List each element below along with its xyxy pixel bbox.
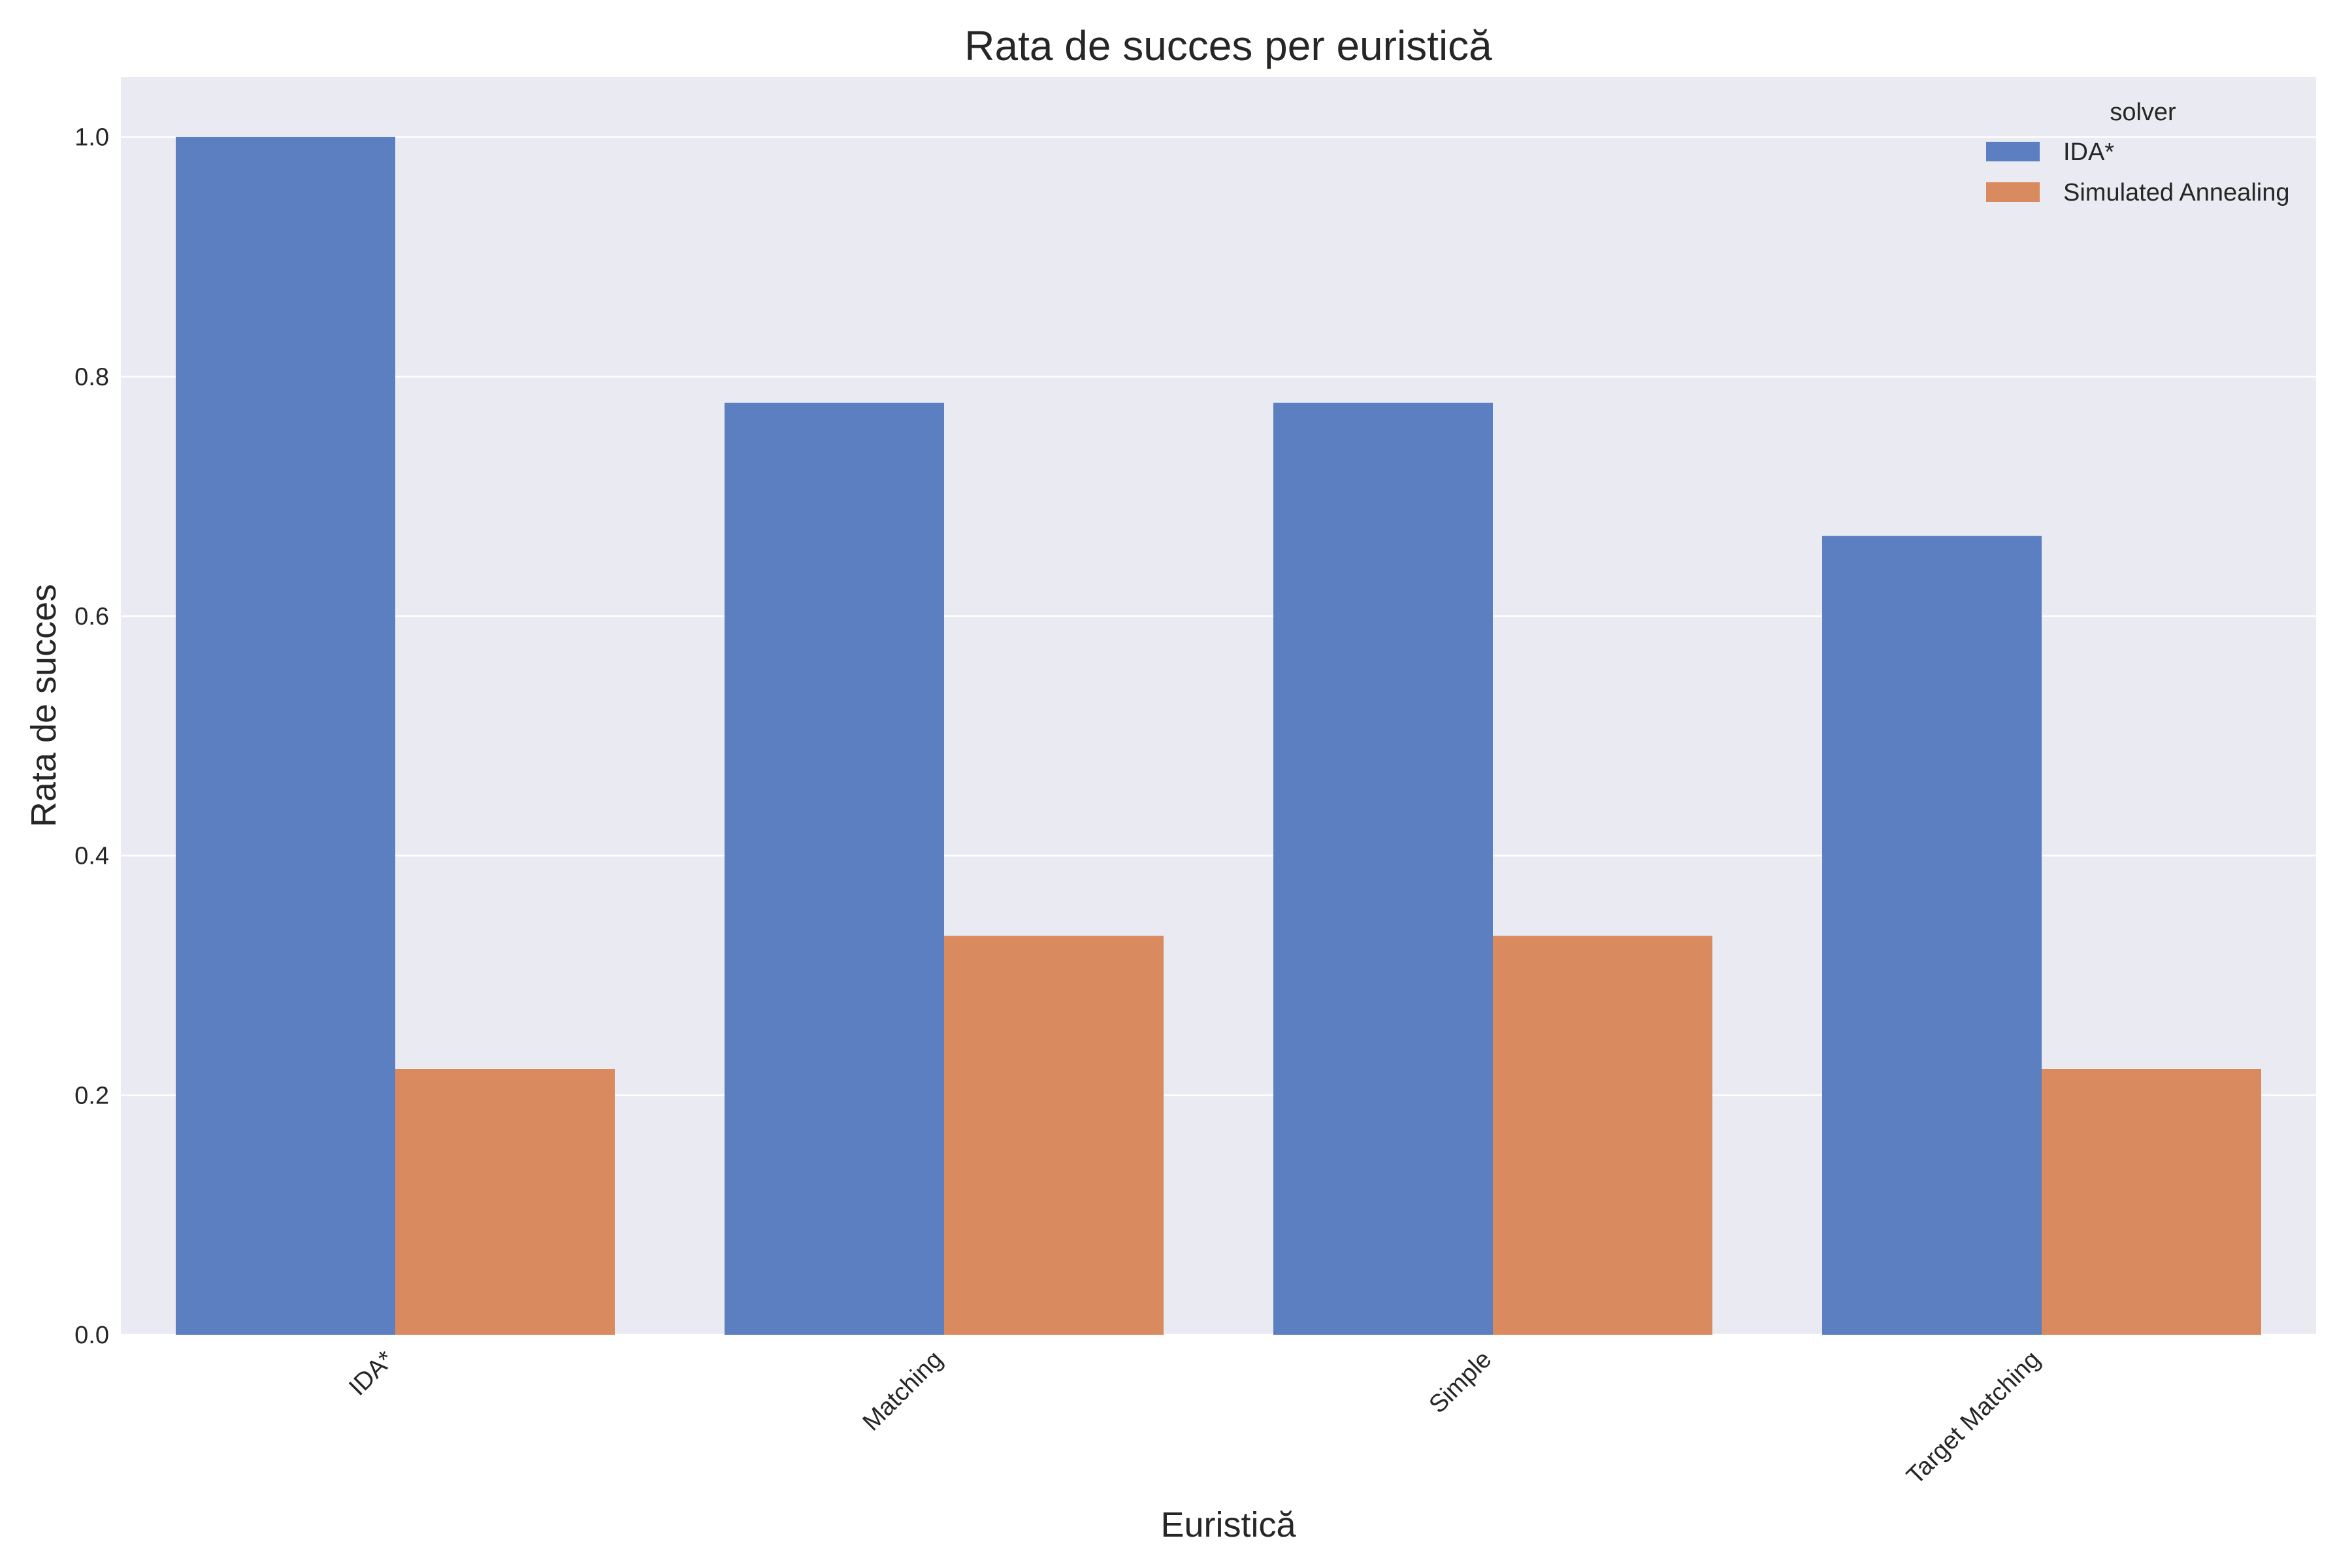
bar	[944, 936, 1164, 1335]
bar	[176, 137, 395, 1335]
legend-label: Simulated Annealing	[2063, 179, 2289, 206]
legend-label: IDA*	[2063, 139, 2114, 166]
bar	[725, 402, 944, 1335]
y-tick-label: 0.8	[74, 363, 109, 391]
bar	[1822, 536, 2042, 1335]
y-tick-label: 0.4	[74, 843, 109, 870]
y-tick-label: 0.2	[74, 1082, 109, 1109]
bar	[1273, 402, 1493, 1335]
y-tick-label: 0.0	[74, 1322, 109, 1349]
legend-swatch	[1986, 182, 2040, 202]
bars	[176, 137, 2261, 1335]
y-tick-label: 0.6	[74, 603, 109, 630]
y-tick-labels: 0.0 0.2 0.4 0.6 0.8 1.0	[74, 124, 109, 1349]
chart-title: Rata de succes per euristică	[964, 22, 1492, 69]
bar	[1493, 936, 1712, 1335]
y-axis-label: Rata de succes	[24, 584, 63, 827]
y-tick-label: 1.0	[74, 124, 109, 152]
legend-swatch	[1986, 142, 2040, 161]
legend-title: solver	[2110, 99, 2176, 126]
bar	[395, 1069, 615, 1335]
legend: solver IDA* Simulated Annealing	[1986, 99, 2289, 206]
x-axis-label: Euristică	[1160, 1505, 1296, 1544]
bar	[2042, 1069, 2261, 1335]
